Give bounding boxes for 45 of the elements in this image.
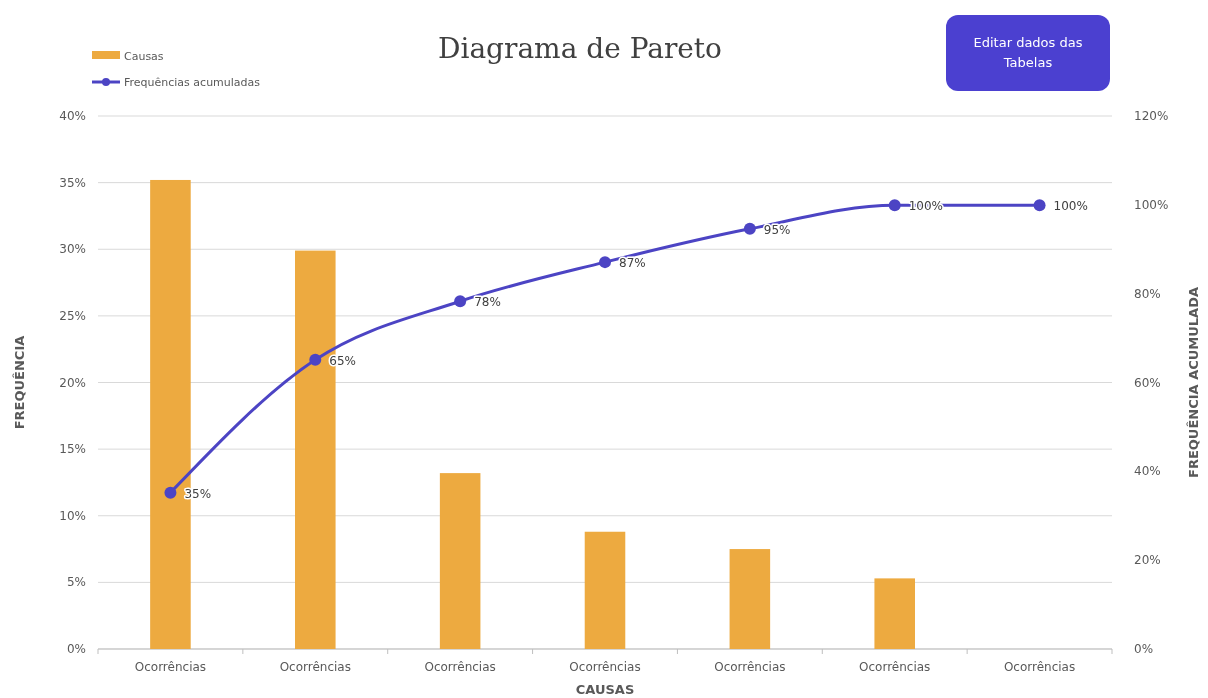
chart-title: Diagrama de Pareto	[438, 32, 722, 65]
point	[599, 256, 611, 269]
x-tick-label: Ocorrências	[569, 660, 641, 674]
point	[1033, 199, 1046, 212]
data-label: 100%	[1053, 199, 1088, 214]
y2-tick-label: 0%	[1134, 642, 1154, 656]
point	[309, 353, 322, 366]
data-label: 95%	[763, 222, 791, 237]
y-tick-label: 25%	[59, 308, 86, 323]
x-tick-label: Ocorrências	[134, 660, 207, 674]
y-tick-label: 10%	[59, 508, 86, 523]
legend-label: Causas	[124, 50, 164, 63]
point	[164, 486, 177, 499]
y-tick-label: 0%	[66, 642, 86, 656]
x-tick-label: Ocorrências	[1003, 660, 1076, 674]
bar	[439, 473, 481, 649]
y-tick-label: 30%	[59, 242, 86, 257]
x-tick-label: Ocorrências	[424, 660, 496, 674]
bar	[874, 578, 915, 649]
x-tick-label: Ocorrências	[279, 660, 351, 674]
bar	[729, 549, 771, 649]
y-tick-label: 20%	[59, 375, 86, 390]
y-tick-label: 35%	[59, 175, 86, 190]
y2-axis-title: FREQUÊNCIA ACUMULADA	[1186, 287, 1201, 478]
y2-tick-label: 40%	[1134, 464, 1161, 479]
y-tick-label: 15%	[59, 442, 86, 457]
x-tick-label: Ocorrências	[714, 660, 786, 674]
y-tick-label: 40%	[59, 109, 86, 123]
x-tick-label: Ocorrências	[859, 660, 931, 674]
y2-tick-label: 120%	[1134, 109, 1169, 123]
y2-tick-label: 20%	[1134, 553, 1161, 568]
data-label: 78%	[474, 295, 501, 310]
x-axis-title: CAUSAS	[575, 682, 635, 697]
y-tick-label: 5%	[66, 575, 86, 590]
point	[888, 199, 901, 212]
point	[454, 295, 467, 308]
bar	[584, 531, 626, 649]
y2-tick-label: 100%	[1134, 197, 1169, 212]
y2-tick-label: 60%	[1134, 375, 1161, 390]
y2-tick-label: 80%	[1134, 286, 1161, 301]
point	[743, 222, 756, 235]
legend-label: Frequências acumuladas	[124, 76, 261, 89]
text: Editar dados das Tabelas	[973, 35, 1083, 70]
y-axis-title: FREQUÊNCIA	[12, 335, 27, 430]
data-label: 87%	[619, 256, 646, 271]
